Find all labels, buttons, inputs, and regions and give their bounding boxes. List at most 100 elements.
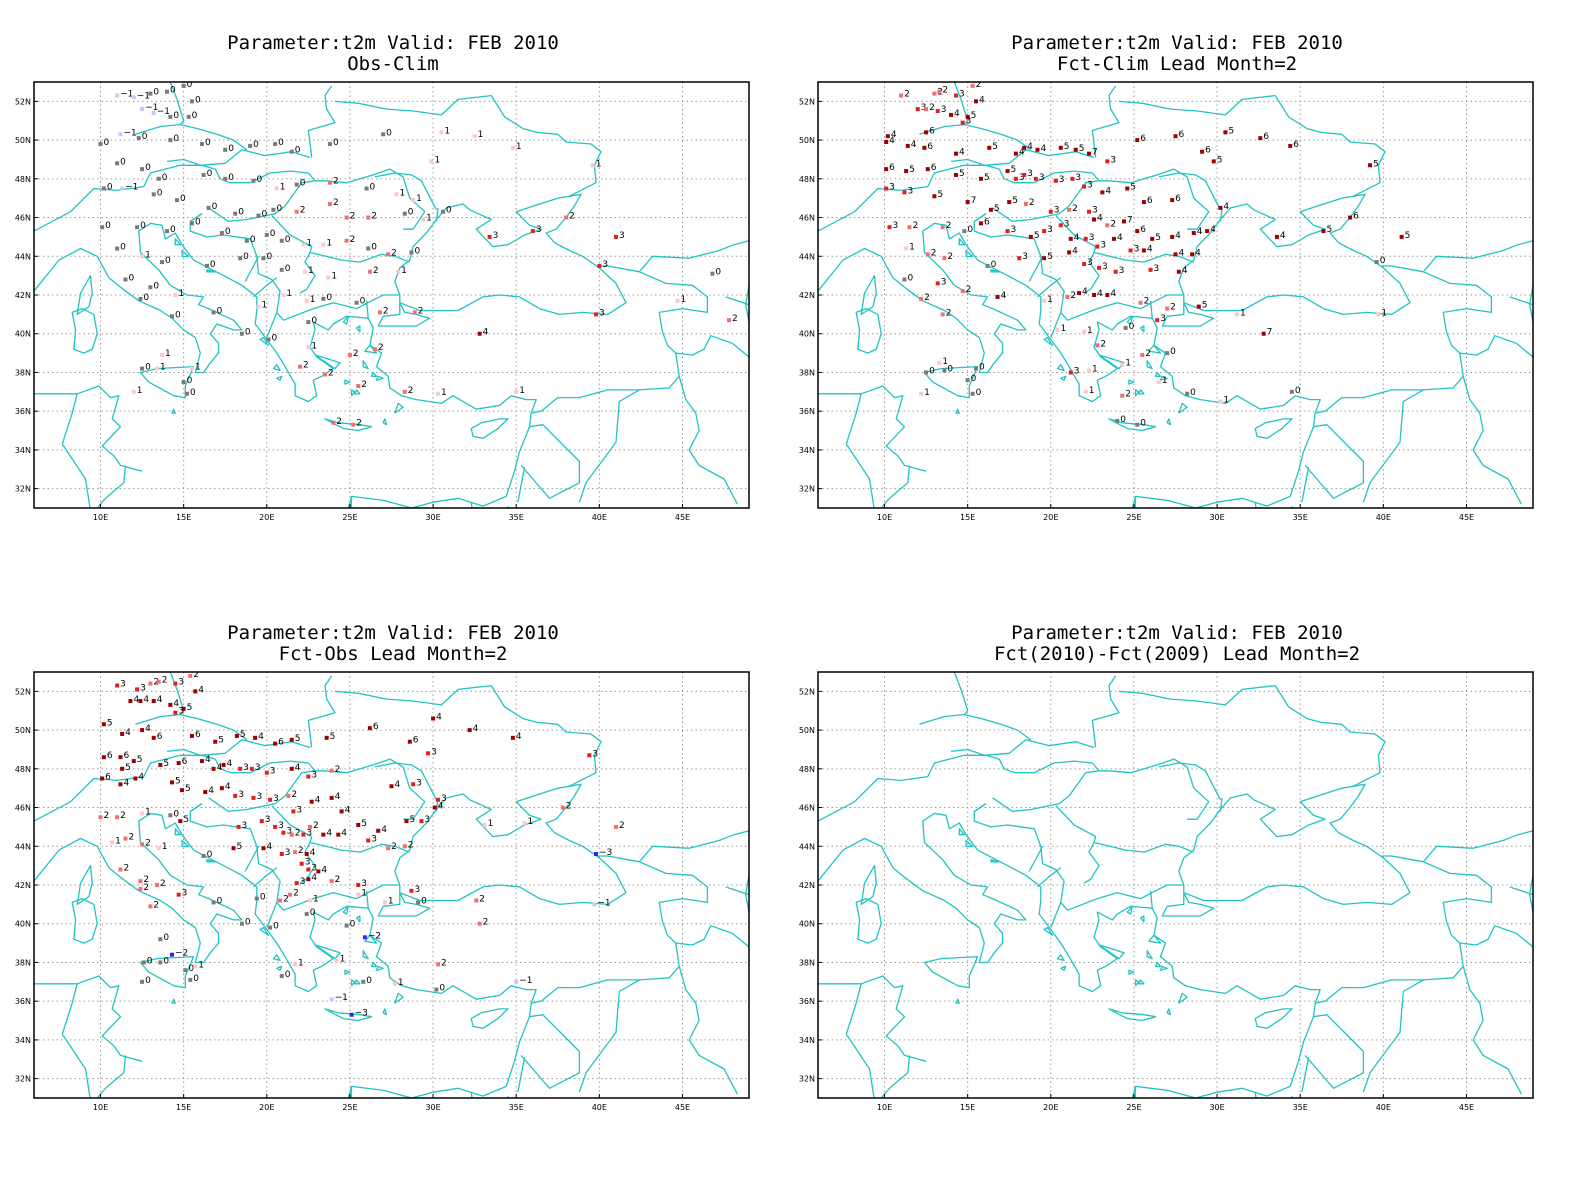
station-marker xyxy=(148,285,153,290)
station-value-label: 4 xyxy=(891,130,897,140)
station-marker xyxy=(248,143,253,148)
gridlines xyxy=(34,82,749,508)
station-marker xyxy=(474,898,479,903)
station-value-label: 3 xyxy=(255,763,261,773)
station-marker xyxy=(421,217,426,222)
station-value-label: 4 xyxy=(473,724,479,734)
coastline xyxy=(973,803,987,812)
station-marker xyxy=(120,186,125,191)
station-marker xyxy=(1140,353,1145,358)
station-value-label: 0 xyxy=(371,243,377,253)
coastline xyxy=(818,754,1210,822)
island-outline xyxy=(276,375,283,381)
island-outline xyxy=(350,979,356,987)
station-value-label: 2 xyxy=(566,802,572,812)
station-value-label: 0 xyxy=(120,243,126,253)
station-value-label: 2 xyxy=(162,676,168,686)
station-value-label: 0 xyxy=(273,922,279,932)
station-value-label: 3 xyxy=(242,821,248,831)
station-value-label: 4 xyxy=(1040,144,1046,154)
station-marker xyxy=(301,242,306,247)
station-marker xyxy=(151,699,156,704)
station-value-label: 1 xyxy=(160,363,166,373)
station-marker xyxy=(902,190,907,195)
station-markers: 2223243234534464645444557366556656656555… xyxy=(884,82,1410,429)
station-marker xyxy=(239,331,244,336)
station-marker xyxy=(973,99,978,104)
coastline xyxy=(1028,846,1044,872)
station-marker xyxy=(919,391,924,396)
y-tick-label: 48N xyxy=(15,175,31,184)
station-marker xyxy=(560,805,565,810)
y-tick-label: 52N xyxy=(15,97,31,106)
station-marker xyxy=(286,793,291,798)
station-marker xyxy=(251,795,256,800)
y-tick-label: 34N xyxy=(799,446,815,455)
station-marker xyxy=(919,296,924,301)
station-marker xyxy=(412,310,417,315)
station-value-label: 1 xyxy=(426,213,432,223)
station-marker xyxy=(1121,219,1126,224)
island-outline xyxy=(394,992,404,1004)
station-value-label: 4 xyxy=(321,865,327,875)
station-value-label: 0 xyxy=(205,138,211,148)
y-tick-label: 40N xyxy=(15,920,31,929)
station-marker xyxy=(289,737,294,742)
island-outline xyxy=(470,1008,509,1029)
coastline xyxy=(435,207,439,222)
station-value-label: 2 xyxy=(298,846,304,856)
station-marker xyxy=(259,819,264,824)
island-outline xyxy=(860,274,877,316)
station-marker xyxy=(904,246,909,251)
island-outline xyxy=(965,249,974,257)
station-marker xyxy=(1205,229,1210,234)
island-outline xyxy=(958,828,965,836)
station-value-label: 7 xyxy=(1267,328,1273,338)
station-value-label: 1 xyxy=(115,836,121,846)
station-value-label: 0 xyxy=(947,365,953,375)
station-value-label: 0 xyxy=(250,235,256,245)
station-marker xyxy=(356,883,361,887)
station-marker xyxy=(361,979,366,984)
station-value-label: 3 xyxy=(1075,173,1081,183)
y-tick-label: 40N xyxy=(799,920,815,929)
station-marker xyxy=(1048,209,1053,214)
station-value-label: 2 xyxy=(1170,303,1176,313)
station-marker xyxy=(291,809,296,814)
station-value-label: 5 xyxy=(909,165,915,175)
island-outline xyxy=(958,238,965,246)
x-tick-label: 20E xyxy=(259,1103,274,1112)
station-marker xyxy=(268,797,273,802)
station-value-label: 3 xyxy=(1089,233,1095,243)
station-value-label: 2 xyxy=(123,864,129,874)
station-marker xyxy=(366,246,371,251)
island-outline xyxy=(470,418,509,439)
station-marker xyxy=(1135,422,1140,427)
station-marker xyxy=(189,733,194,738)
island-outline xyxy=(1056,954,1065,962)
station-value-label: 0 xyxy=(173,111,179,121)
station-marker xyxy=(885,134,890,139)
island-outline xyxy=(1154,371,1162,377)
station-marker xyxy=(960,289,965,294)
x-tick-label: 35E xyxy=(509,513,524,522)
coastline xyxy=(1037,277,1062,298)
station-marker xyxy=(158,762,163,767)
station-value-label: 2 xyxy=(1145,349,1151,359)
station-value-label: 0 xyxy=(104,138,110,148)
station-marker xyxy=(211,900,216,905)
station-marker xyxy=(1218,205,1223,210)
island-outline xyxy=(344,379,351,385)
station-marker xyxy=(922,145,927,150)
station-value-label: 3 xyxy=(1100,241,1106,251)
station-value-label: 0 xyxy=(143,293,149,303)
station-value-label: 6 xyxy=(1353,212,1359,222)
station-value-label: 2 xyxy=(333,198,339,208)
station-value-label: 1 xyxy=(478,130,484,140)
station-value-label: 1 xyxy=(924,388,930,398)
station-marker xyxy=(160,260,165,265)
station-marker xyxy=(140,979,145,984)
station-value-label: 6 xyxy=(1140,134,1146,144)
coastline xyxy=(1304,1014,1365,1089)
